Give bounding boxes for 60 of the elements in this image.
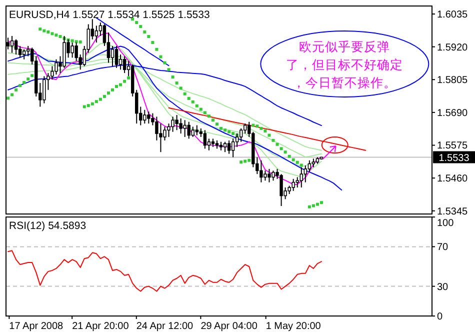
candlestick	[167, 123, 170, 138]
candlestick	[143, 109, 146, 124]
y-tick-label: 1.5460	[437, 174, 468, 185]
y-tick-label: 1.5805	[437, 75, 468, 86]
candlestick	[227, 140, 231, 154]
candlestick	[74, 42, 78, 62]
x-tick-label: 29 Apr 04:00	[200, 321, 258, 332]
candlestick	[191, 126, 194, 138]
candlestick	[308, 160, 312, 173]
candlestick	[175, 114, 178, 131]
candlestick	[187, 121, 190, 140]
candlestick	[14, 38, 18, 56]
y-tick-label: 1.5690	[437, 108, 468, 119]
candlestick	[147, 111, 150, 124]
candlestick	[163, 126, 166, 141]
candlestick	[300, 166, 303, 188]
candlestick	[264, 170, 267, 182]
candlestick	[179, 118, 182, 134]
candlestick	[244, 123, 247, 134]
candlestick	[54, 58, 58, 75]
candlestick	[292, 178, 295, 192]
y-tick-label: 1.6035	[437, 9, 468, 20]
candlestick	[159, 123, 162, 153]
candlestick	[195, 124, 198, 136]
candlestick	[122, 56, 126, 74]
y-tick-label: 1.5345	[437, 206, 468, 218]
y-tick-label: 30	[437, 282, 449, 293]
line-series	[96, 17, 170, 66]
candlestick	[240, 128, 243, 142]
candlestick	[223, 141, 227, 153]
y-tick-label: 100	[437, 218, 454, 229]
candlestick	[114, 45, 118, 68]
ref-line-label: 1.5533	[438, 153, 470, 164]
candlestick	[94, 25, 98, 44]
candlestick	[183, 120, 186, 138]
candlestick	[272, 170, 275, 182]
candlestick	[110, 45, 114, 67]
candlestick	[70, 42, 74, 58]
candlestick	[10, 35, 14, 54]
candlestick	[231, 138, 235, 158]
x-tick-label: 17 Apr 2008	[9, 321, 64, 332]
y-tick-label: 1.5575	[437, 140, 468, 152]
candlestick	[268, 168, 271, 183]
candlestick	[296, 176, 299, 188]
annotation: ，今日暂不操作。	[292, 76, 397, 90]
y-tick-label: 0	[437, 312, 443, 322]
chart-title: EURUSD,H4 1.5527 1.5534 1.5525 1.5533	[9, 9, 210, 21]
candlestick	[260, 160, 263, 183]
candlestick	[203, 130, 207, 150]
x-tick-label: 1 May 20:00	[266, 321, 322, 332]
candlestick	[22, 48, 26, 60]
y-tick-label: 70	[437, 242, 449, 254]
candlestick	[42, 76, 46, 104]
annotation: 了，但目标不好确定	[286, 58, 404, 72]
x-tick-label: 24 Apr 12:00	[136, 321, 194, 332]
candlestick	[304, 164, 308, 183]
annotation: 欧元似乎要反弹	[299, 40, 390, 54]
y-tick-label: 1.5920	[437, 42, 468, 54]
chart-title: RSI(12) 54.5893	[9, 220, 86, 232]
x-tick-label: 21 Apr 20:00	[72, 321, 130, 332]
